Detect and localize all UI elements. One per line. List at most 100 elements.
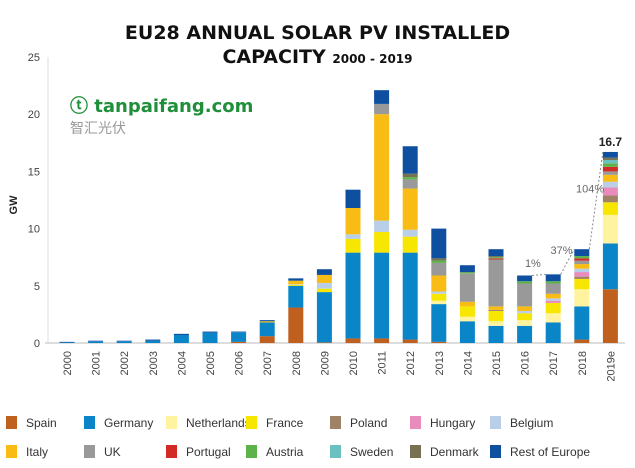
bar-segment-austria-2014 — [459, 272, 475, 274]
legend-swatch — [166, 445, 177, 458]
bar-segment-spain-2011 — [374, 338, 390, 343]
bar-segment-denmark-2012 — [402, 173, 418, 178]
legend-item: Belgium — [490, 414, 570, 431]
legend-item: Germany — [84, 414, 166, 431]
x-tick-label: 2006 — [234, 351, 246, 375]
bar-segment-rest-of-europe-2007 — [259, 320, 275, 322]
bar-segment-italy-2013 — [431, 275, 447, 292]
bar-segment-germany-2017 — [545, 322, 561, 343]
x-tick-label: 2014 — [462, 351, 474, 375]
bar-segment-france-2018 — [574, 278, 590, 290]
bar-segment-germany-2002 — [116, 341, 132, 343]
bar-segment-germany-2000 — [59, 342, 75, 343]
bar-segment-belgium-2018 — [574, 268, 590, 273]
x-tick-label: 2016 — [520, 351, 532, 375]
x-tick-label: 2012 — [405, 351, 417, 375]
bar-segment-rest-of-europe-2005 — [202, 331, 218, 333]
bar-segment-rest-of-europe-2008 — [288, 278, 304, 281]
bar-segment-rest-of-europe-2001 — [88, 340, 104, 342]
legend-swatch — [490, 445, 501, 458]
bar-segment-rest-of-europe-2000 — [59, 341, 75, 343]
bar-segment-germany-2018 — [574, 306, 590, 340]
bar-segment-netherlands-2019e — [602, 214, 618, 244]
legend-swatch — [410, 445, 421, 458]
x-tick-label: 2001 — [91, 351, 103, 375]
chart-title: EU28 ANNUAL SOLAR PV INSTALLED — [124, 22, 511, 44]
bar-segment-belgium-2017 — [545, 298, 561, 301]
legend-item: Portugal — [166, 443, 246, 460]
bar-segment-austria-2017 — [545, 281, 561, 284]
bar-segment-france-2014 — [459, 306, 475, 317]
legend-label: Portugal — [186, 444, 231, 459]
watermark-logo: ⓣ tanpaifang.com — [70, 92, 253, 118]
legend-item: Hungary — [410, 414, 490, 431]
bar-segment-germany-2016 — [517, 325, 533, 343]
bar-segment-denmark-2019e — [602, 157, 618, 160]
bar-segment-italy-2019e — [602, 174, 618, 182]
bar-segment-rest-of-europe-2019e — [602, 151, 618, 158]
bar-segment-belgium-2009 — [316, 282, 332, 289]
bar-segment-germany-2007 — [259, 322, 275, 337]
bar-segment-portugal-2018 — [574, 258, 590, 261]
bar-segment-germany-2006 — [231, 332, 247, 342]
bar-segment-spain-2013 — [431, 341, 447, 343]
bar-segment-rest-of-europe-2017 — [545, 274, 561, 282]
bar-segment-denmark-2015 — [488, 256, 504, 258]
bar-segment-austria-2019e — [602, 163, 618, 167]
legend-label: UK — [104, 444, 121, 459]
bar-segment-germany-2008 — [288, 285, 304, 308]
bar-segment-uk-2017 — [545, 283, 561, 294]
bar-segment-netherlands-2016 — [517, 320, 533, 326]
bar-segment-france-2015 — [488, 310, 504, 322]
bar-segment-netherlands-2014 — [459, 316, 475, 322]
legend-label: Belgium — [510, 415, 554, 430]
legend-item: Italy — [6, 443, 84, 460]
bar-segment-uk-2014 — [459, 273, 475, 302]
y-tick-label: 0 — [34, 338, 40, 350]
bar-segment-uk-2013 — [431, 262, 447, 276]
growth-line — [560, 248, 575, 275]
growth-annotation: 104% — [576, 184, 604, 196]
bar-segment-france-2010 — [345, 238, 361, 253]
legend-swatch — [330, 445, 341, 458]
bar-segment-france-2009 — [316, 288, 332, 293]
bar-segment-france-2016 — [517, 313, 533, 321]
legend-swatch — [84, 416, 95, 429]
legend-swatch — [84, 445, 95, 458]
bar-segment-france-2008 — [288, 284, 304, 286]
bar-segment-portugal-2015 — [488, 258, 504, 260]
bar-segment-rest-of-europe-2004 — [173, 333, 189, 335]
bar-segment-germany-2009 — [316, 292, 332, 343]
legend-swatch — [490, 416, 501, 429]
legend-swatch — [246, 416, 257, 429]
legend-label: Hungary — [430, 415, 476, 430]
total-label: 16.7 — [599, 135, 623, 149]
legend-label: France — [266, 415, 304, 430]
legend-swatch — [330, 416, 341, 429]
bar-segment-spain-2009 — [316, 342, 332, 343]
legend-item: France — [246, 414, 330, 431]
bar-segment-italy-2008 — [288, 280, 304, 285]
y-axis-label: GW — [8, 195, 20, 215]
bar-segment-austria-2013 — [431, 260, 447, 263]
legend-label: Sweden — [350, 444, 394, 459]
bar-segment-germany-2004 — [173, 334, 189, 343]
legend-label: Rest of Europe — [510, 444, 591, 459]
bar-segment-germany-2014 — [459, 321, 475, 343]
legend-item: Austria — [246, 443, 330, 460]
x-tick-label: 2002 — [119, 351, 131, 375]
bar-segment-italy-2015 — [488, 306, 504, 310]
watermark-chinese: 智汇光伏 — [70, 120, 126, 136]
bar-segment-france-2011 — [374, 232, 390, 253]
bar-segment-spain-2007 — [259, 336, 275, 343]
bar-segment-italy-2009 — [316, 274, 332, 283]
legend-label: Italy — [26, 444, 49, 459]
legend-label: Spain — [26, 415, 57, 430]
bar-segment-portugal-2019e — [602, 166, 618, 172]
bar-segment-poland-2018 — [574, 276, 590, 279]
growth-line — [588, 151, 604, 250]
legend-swatch — [410, 416, 421, 429]
x-tick-label: 2017 — [548, 351, 560, 375]
bar-segment-rest-of-europe-2003 — [145, 339, 161, 341]
bar-segment-france-2012 — [402, 236, 418, 253]
